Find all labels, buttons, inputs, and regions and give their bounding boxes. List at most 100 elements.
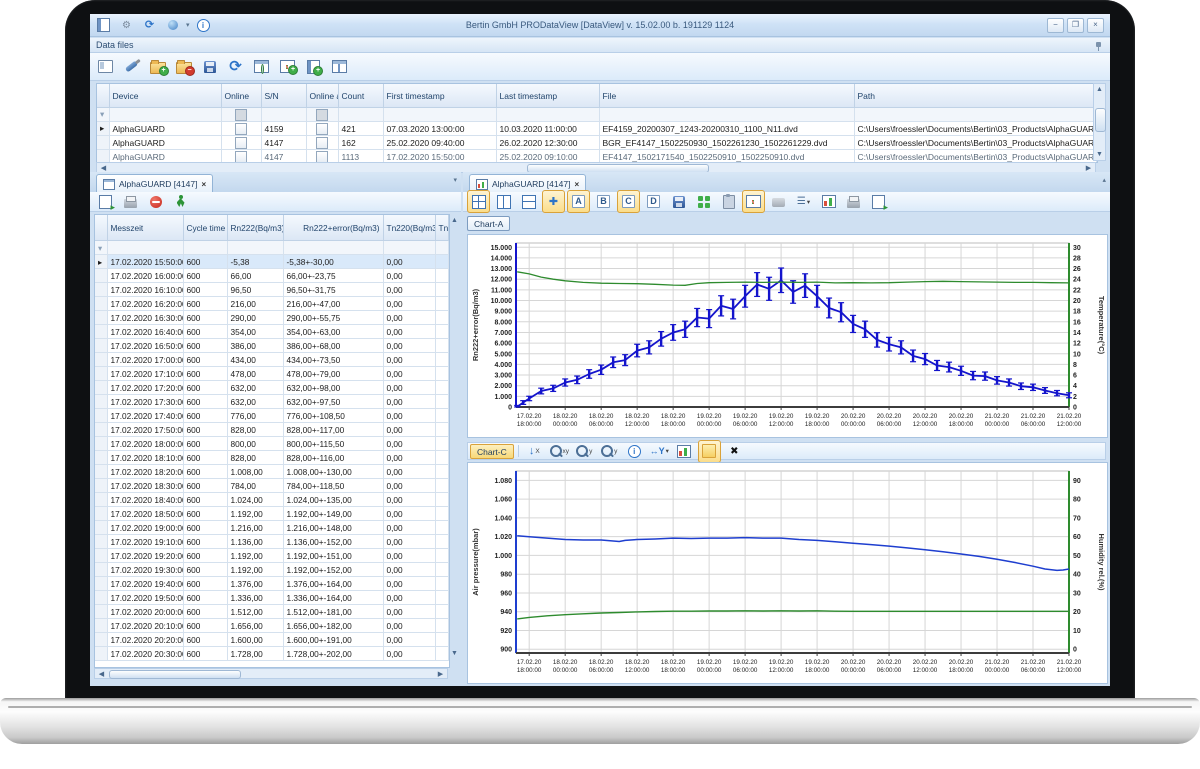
measurement-row[interactable]: 17.02.2020 17:00:00 600 434,00 434,00+-73,5… bbox=[95, 352, 449, 367]
tab-overflow-icon[interactable]: ▾ bbox=[453, 177, 457, 184]
settings-gears-icon[interactable]: ⚙ bbox=[122, 19, 131, 31]
filter-row[interactable]: ▾ bbox=[95, 240, 449, 255]
minimize-button[interactable]: − bbox=[1047, 18, 1064, 33]
measurement-row[interactable]: 17.02.2020 20:20:00 600 1.600,00 1.600,00+-… bbox=[95, 632, 449, 647]
measurement-row[interactable]: 17.02.2020 19:20:00 600 1.192,00 1.192,00+-… bbox=[95, 548, 449, 563]
save-chart-icon[interactable] bbox=[667, 190, 690, 213]
measurement-row[interactable]: 17.02.2020 16:40:00 600 354,00 354,00+-63,0… bbox=[95, 324, 449, 339]
measurement-row[interactable]: 17.02.2020 17:10:00 600 478,00 478,00+-79,0… bbox=[95, 366, 449, 381]
zoom-y2-icon[interactable]: y bbox=[598, 440, 621, 463]
add-chart-view-icon[interactable] bbox=[276, 55, 299, 78]
table-row[interactable]: AlphaGUARD 4147 1113 17.02.2020 15:50:00 25.… bbox=[97, 149, 1097, 162]
chart-mini-icon[interactable] bbox=[673, 440, 696, 463]
scroll-right-icon[interactable]: ▶ bbox=[437, 671, 444, 678]
measurement-row[interactable]: 17.02.2020 19:00:00 600 1.216,00 1.216,00+-… bbox=[95, 520, 449, 535]
chart-a-toggle-icon[interactable]: A bbox=[567, 190, 590, 213]
print-icon[interactable] bbox=[119, 190, 142, 213]
measurement-row[interactable]: 17.02.2020 18:10:00 600 828,00 828,00+-116,… bbox=[95, 450, 449, 465]
measurement-row[interactable]: 17.02.2020 16:10:00 600 96,50 96,50+-31,75 0… bbox=[95, 282, 449, 297]
data-files-vertical-scrollbar[interactable]: ▲ ▼ bbox=[1093, 83, 1106, 161]
scroll-right-icon[interactable]: ▶ bbox=[1085, 165, 1092, 172]
chart-c-button[interactable]: Chart-C bbox=[470, 443, 514, 459]
measurement-row[interactable]: 17.02.2020 16:50:00 600 386,00 386,00+-68,0… bbox=[95, 338, 449, 353]
export-chart-icon[interactable] bbox=[867, 190, 890, 213]
measurement-row[interactable]: 17.02.2020 17:40:00 600 776,00 776,00+-108,… bbox=[95, 408, 449, 423]
layout-grid-icon[interactable] bbox=[467, 190, 490, 213]
globe-icon[interactable] bbox=[163, 16, 182, 34]
refresh-icon[interactable]: ⟳ bbox=[229, 57, 242, 75]
measurement-row[interactable]: 17.02.2020 18:40:00 600 1.024,00 1.024,00+-… bbox=[95, 492, 449, 507]
scroll-left-icon[interactable]: ◀ bbox=[100, 165, 107, 172]
measurement-row[interactable]: 17.02.2020 18:50:00 600 1.192,00 1.192,00+-… bbox=[95, 506, 449, 521]
dropdown-arrow-icon[interactable]: ▾ bbox=[186, 22, 190, 29]
arrange-charts-icon[interactable]: ✚ bbox=[542, 190, 565, 213]
grid-scroll-down-icon[interactable]: ▼ bbox=[451, 650, 458, 657]
measurement-row[interactable]: 17.02.2020 16:20:00 600 216,00 216,00+-47,0… bbox=[95, 296, 449, 311]
tile-views-icon[interactable] bbox=[692, 190, 715, 213]
measurement-row[interactable]: 17.02.2020 17:30:00 600 632,00 632,00+-97,5… bbox=[95, 394, 449, 409]
measurement-row[interactable]: 17.02.2020 20:00:00 600 1.512,00 1.512,00+-… bbox=[95, 604, 449, 619]
measurement-horizontal-scrollbar[interactable]: ◀ ▶ bbox=[94, 668, 448, 679]
print-chart-icon[interactable] bbox=[842, 190, 865, 213]
chart-c-toggle-icon[interactable]: C bbox=[617, 190, 640, 213]
info-icon[interactable]: i bbox=[194, 16, 213, 34]
measurement-row[interactable]: 17.02.2020 17:50:00 600 828,00 828,00+-117,… bbox=[95, 422, 449, 437]
run-icon[interactable] bbox=[169, 190, 192, 213]
measurement-row[interactable]: 17.02.2020 16:30:00 600 290,00 290,00+-55,7… bbox=[95, 310, 449, 325]
add-report-view-icon[interactable] bbox=[302, 55, 325, 78]
chart-type-icon[interactable] bbox=[817, 190, 840, 213]
y-axis-select-icon[interactable]: ↔Y ▾ bbox=[649, 446, 669, 456]
save-icon[interactable] bbox=[198, 55, 221, 78]
connect-device-icon[interactable] bbox=[120, 55, 143, 78]
tab-overflow-icon[interactable]: ▴ bbox=[1102, 177, 1106, 184]
info-icon[interactable]: i bbox=[623, 440, 646, 463]
table-row[interactable]: AlphaGUARD 4147 162 25.02.2020 09:40:00 26.0… bbox=[97, 135, 1097, 150]
zoom-xy-icon[interactable]: xy bbox=[548, 440, 571, 463]
chart-list-dropdown-icon[interactable]: ☰ ▾ bbox=[796, 196, 811, 207]
stop-icon[interactable] bbox=[144, 190, 167, 213]
measurement-row[interactable]: 17.02.2020 16:00:00 600 66,00 66,00+-23,75 0… bbox=[95, 268, 449, 283]
fit-x-icon[interactable]: ↓ X bbox=[528, 445, 540, 457]
add-table-view-icon[interactable] bbox=[250, 55, 273, 78]
table-row[interactable]: ▸ AlphaGUARD 4159 421 07.03.2020 13:00:00 10.… bbox=[97, 121, 1097, 136]
split-columns-icon[interactable] bbox=[328, 55, 351, 78]
scroll-left-icon[interactable]: ◀ bbox=[98, 671, 105, 678]
measurement-row[interactable]: 17.02.2020 19:10:00 600 1.136,00 1.136,00+-… bbox=[95, 534, 449, 549]
scroll-down-icon[interactable]: ▼ bbox=[1096, 151, 1103, 158]
export-data-icon[interactable] bbox=[94, 190, 117, 213]
measurement-row[interactable]: 17.02.2020 19:30:00 600 1.192,00 1.192,00+-… bbox=[95, 562, 449, 577]
measurement-row[interactable]: 17.02.2020 18:20:00 600 1.008,00 1.008,00+-… bbox=[95, 464, 449, 479]
chart-settings-icon[interactable] bbox=[742, 190, 765, 213]
copy-clipboard-icon[interactable] bbox=[717, 190, 740, 213]
measurement-row[interactable]: 17.02.2020 18:00:00 600 800,00 800,00+-115,… bbox=[95, 436, 449, 451]
close-file-icon[interactable] bbox=[172, 55, 195, 78]
measurement-row[interactable]: 17.02.2020 20:30:00 600 1.728,00 1.728,00+-… bbox=[95, 646, 449, 661]
pin-icon[interactable] bbox=[1095, 42, 1102, 51]
chart-a-button[interactable]: Chart-A bbox=[467, 216, 511, 231]
close-chart-icon[interactable]: ✖ bbox=[730, 445, 739, 457]
tab-alphaguard-charts[interactable]: AlphaGUARD [4147] × bbox=[469, 174, 587, 193]
measurement-row[interactable]: 17.02.2020 20:10:00 600 1.656,00 1.656,00+-… bbox=[95, 618, 449, 633]
chart-d-toggle-icon[interactable]: D bbox=[642, 190, 665, 213]
layout-horizontal-icon[interactable] bbox=[517, 190, 540, 213]
close-button[interactable]: × bbox=[1087, 18, 1104, 33]
measurement-row[interactable]: ▸ 17.02.2020 15:50:00 600 -5,38 -5,38+-30,00… bbox=[95, 254, 449, 269]
measurement-row[interactable]: 17.02.2020 17:20:00 600 632,00 632,00+-98,0… bbox=[95, 380, 449, 395]
sync-icon[interactable]: ⟳ bbox=[144, 19, 155, 31]
layout-vertical-icon[interactable] bbox=[492, 190, 515, 213]
scroll-up-icon[interactable]: ▲ bbox=[1096, 86, 1103, 93]
grid-header-row[interactable]: Messzeit Cycle time Rn222(Bq/m3) Rn222+e… bbox=[95, 215, 449, 241]
table-header-row[interactable]: Device Online S/N Online active Count Fi… bbox=[97, 84, 1097, 108]
close-tab-icon[interactable]: × bbox=[201, 179, 207, 189]
grid-scroll-up-icon[interactable]: ▲ bbox=[451, 217, 458, 224]
filter-row[interactable]: ▾ bbox=[97, 107, 1097, 122]
measurement-row[interactable]: 17.02.2020 19:40:00 600 1.376,00 1.376,00+-… bbox=[95, 576, 449, 591]
chart-tools-icon[interactable] bbox=[767, 190, 790, 213]
maximize-button[interactable]: ❐ bbox=[1067, 18, 1084, 33]
open-file-icon[interactable] bbox=[146, 55, 169, 78]
tab-alphaguard-table[interactable]: AlphaGUARD [4147] × bbox=[96, 174, 214, 193]
highlight-icon[interactable] bbox=[697, 439, 721, 463]
chart-b-toggle-icon[interactable]: B bbox=[592, 190, 615, 213]
toggle-panel-icon[interactable] bbox=[94, 55, 117, 78]
close-tab-icon[interactable]: × bbox=[574, 179, 580, 189]
